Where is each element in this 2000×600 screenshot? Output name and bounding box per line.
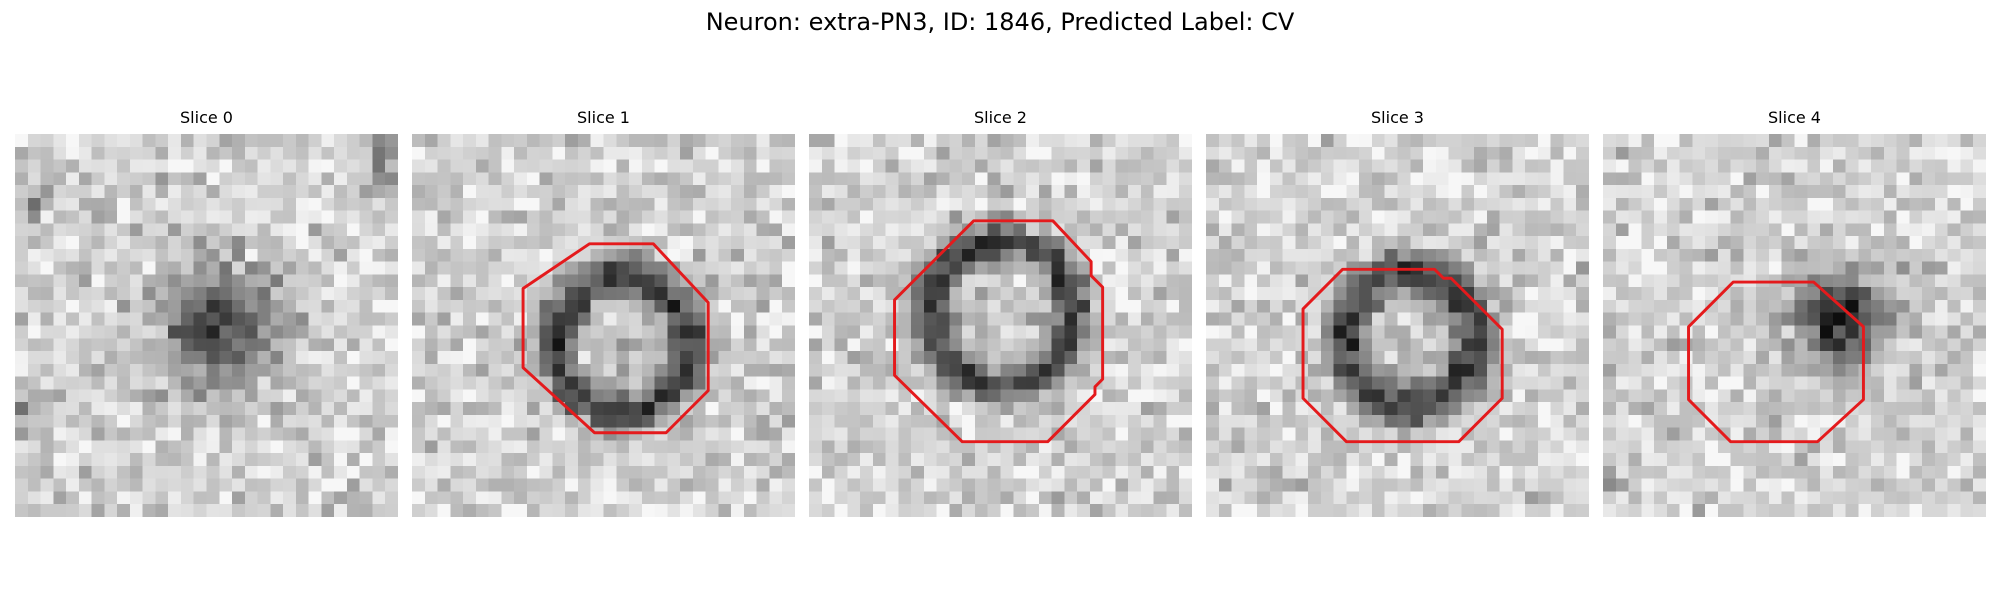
slice-image <box>15 134 398 517</box>
slice-title: Slice 4 <box>1768 108 1821 127</box>
contour-outline <box>893 219 1105 444</box>
slice-title: Slice 2 <box>974 108 1027 127</box>
slice-image <box>809 134 1192 517</box>
contour-outline <box>1687 280 1865 444</box>
figure-title: Neuron: extra-PN3, ID: 1846, Predicted L… <box>705 8 1295 36</box>
contour-outline <box>521 242 710 435</box>
contour-outline <box>1301 267 1504 444</box>
slice-image <box>412 134 795 517</box>
slice-panel-2: Slice 2 <box>809 108 1192 517</box>
slice-title: Slice 0 <box>180 108 233 127</box>
slice-panel-0: Slice 0 <box>15 108 398 517</box>
slice-image <box>1603 134 1986 517</box>
slice-image <box>1206 134 1589 517</box>
slice-panel-4: Slice 4 <box>1603 108 1986 517</box>
slice-panel-1: Slice 1 <box>412 108 795 517</box>
slice-panel-3: Slice 3 <box>1206 108 1589 517</box>
slice-title: Slice 1 <box>577 108 630 127</box>
slice-title: Slice 3 <box>1371 108 1424 127</box>
